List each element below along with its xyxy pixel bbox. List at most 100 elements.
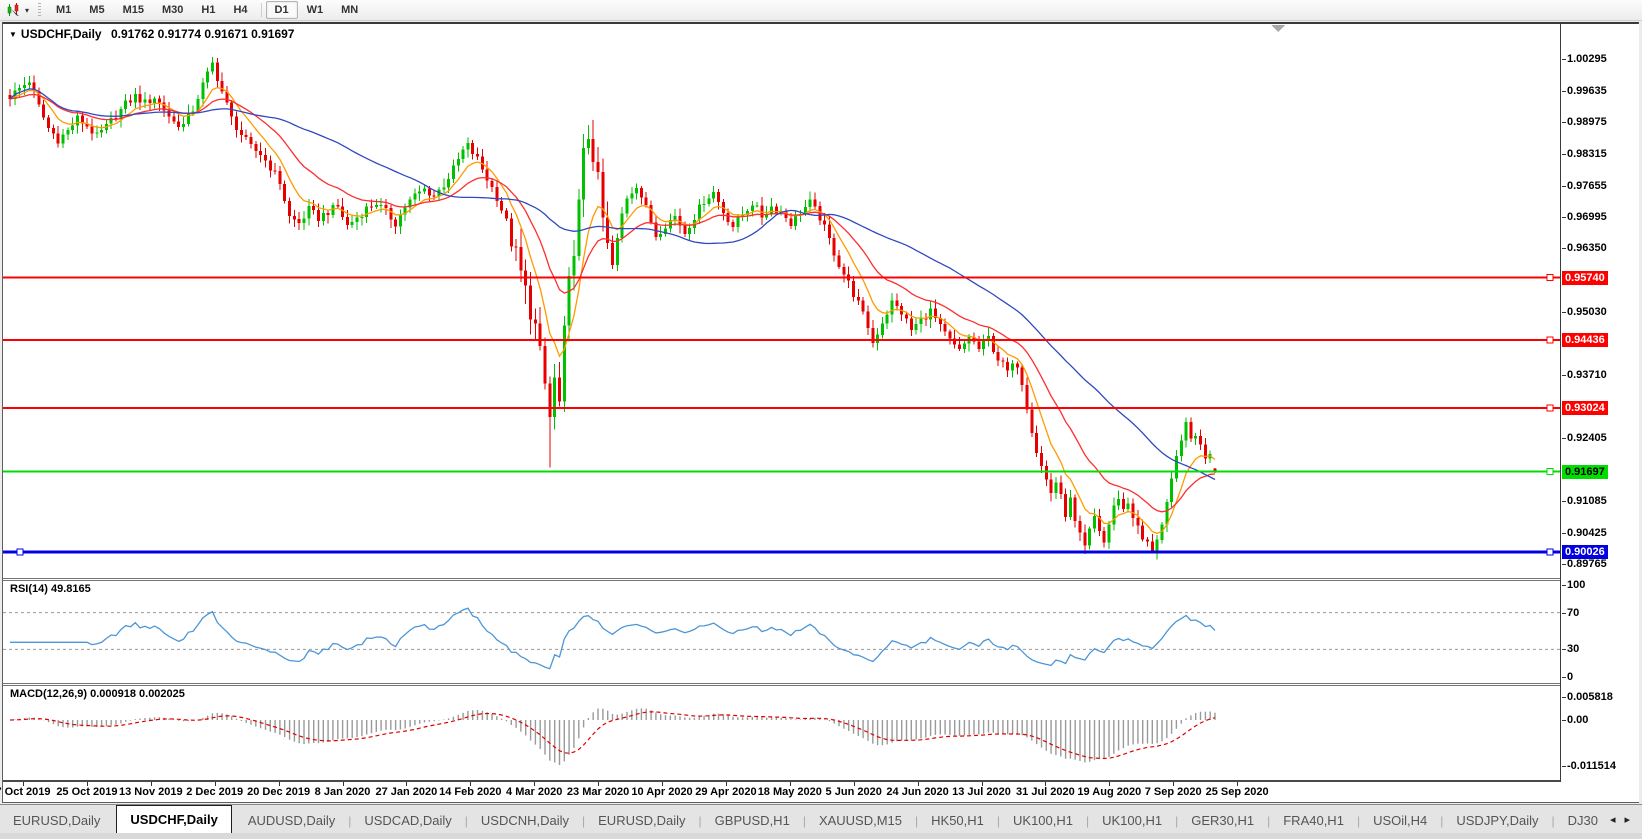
panel-separator[interactable] — [3, 578, 1560, 581]
rsi-line — [10, 607, 1216, 670]
chart-tab-usdcnh-daily[interactable]: USDCNH,Daily — [480, 813, 570, 828]
rsi-axis-tick-label: 70 — [1561, 606, 1580, 619]
price-level-line-0.90026[interactable] — [3, 548, 1560, 556]
tab-separator: | — [1356, 813, 1361, 828]
price-level-line-0.94436[interactable] — [3, 336, 1560, 344]
timeframe-button-h1[interactable]: H1 — [201, 4, 216, 16]
date-axis-label: 27 Jan 2020 — [375, 786, 438, 798]
date-axis-tick — [86, 782, 88, 786]
price-axis-tick-label: 0.91085 — [1562, 495, 1607, 508]
timeframe-button-m30[interactable]: M30 — [161, 4, 184, 16]
main-chart-canvas[interactable] — [3, 24, 1560, 578]
timeframe-button-w1[interactable]: W1 — [306, 4, 324, 16]
price-axis-tick-label: 1.00295 — [1562, 53, 1607, 65]
price-axis-tick-label: 0.95030 — [1562, 305, 1607, 318]
chart-tab-fra40-h1[interactable]: FRA40,H1 — [1283, 813, 1344, 828]
date-axis-tick — [406, 782, 408, 786]
chart-tab-ger30-h1[interactable]: GER30,H1 — [1191, 813, 1255, 828]
chart-tab-bar: EURUSD,Daily USDCHF,Daily AUDUSD,Daily | USD… — [0, 804, 1642, 833]
date-axis-tick — [278, 782, 280, 786]
price-level-line-0.95740[interactable] — [3, 274, 1560, 282]
tab-separator: | — [1175, 813, 1179, 828]
chart-ohlc-values: 0.91762 0.91774 0.91671 0.91697 — [110, 27, 295, 41]
macd-panel[interactable] — [3, 686, 1560, 780]
date-axis-tick — [853, 782, 855, 786]
timeframe-button-m1[interactable]: M1 — [56, 4, 72, 16]
date-axis-label: 8 Jan 2020 — [314, 786, 371, 798]
tab-separator: | — [1440, 813, 1444, 828]
chart-shift-marker-icon — [1271, 25, 1285, 32]
timeframe-button-m15[interactable]: M15 — [122, 4, 144, 16]
moving-average-fast — [9, 87, 1216, 535]
chart-tab-hk50-h1[interactable]: HK50,H1 — [931, 813, 984, 828]
date-axis-tick — [1109, 782, 1111, 786]
macd-axis-tick-label: 0.00 — [1561, 714, 1589, 726]
chart-window: ▼ USDCHF,Daily 0.91762 0.91774 0.91671 0.… — [0, 22, 1639, 803]
price-axis-tick-label: 0.99635 — [1562, 84, 1607, 97]
toolbar-grip-handle[interactable] — [38, 3, 42, 17]
price-axis-tick-label: 0.92405 — [1562, 431, 1607, 444]
date-axis-label: 5 Jun 2020 — [825, 786, 882, 798]
status-strip — [0, 833, 1642, 839]
price-level-label-0.90026: 0.90026 — [1562, 544, 1608, 559]
chart-cursor-icon[interactable] — [4, 2, 24, 18]
chart-tab-usdjpy-daily[interactable]: USDJPY,Daily — [1456, 813, 1539, 828]
tab-separator: | — [348, 813, 352, 828]
chart-tab-usdchf-daily[interactable]: USDCHF,Daily — [116, 805, 232, 833]
date-axis-label: 25 Oct 2019 — [56, 786, 118, 798]
timeframe-button-mn[interactable]: MN — [341, 4, 359, 16]
date-axis-label: 13 Nov 2019 — [118, 786, 183, 798]
date-axis[interactable]: 7 Oct 2019 25 Oct 2019 13 Nov 2019 2 Dec 20… — [0, 782, 1560, 802]
chart-tab-usoil-h4[interactable]: USOil,H4 — [1373, 813, 1428, 828]
chart-tab-eurusd-daily[interactable]: EURUSD,Daily — [598, 813, 686, 828]
price-axis-tick-label: 0.97655 — [1562, 179, 1607, 192]
chart-tool-dropdown-icon[interactable]: ▾ — [25, 5, 30, 15]
timeframe-button-d1[interactable]: D1 — [265, 1, 298, 19]
date-axis-tick — [342, 782, 344, 786]
chart-tab-xauusd-m15[interactable]: XAUUSD,M15 — [818, 813, 903, 828]
macd-axis-tick-label: -0.011514 — [1562, 760, 1616, 773]
tab-separator: | — [698, 813, 702, 828]
rsi-panel[interactable] — [3, 581, 1560, 683]
chart-tab-eurusd-daily[interactable]: EURUSD,Daily — [13, 813, 101, 828]
chart-tab-uk100-h1[interactable]: UK100,H1 — [1102, 813, 1163, 828]
date-axis-tick — [1173, 782, 1175, 786]
rsi-axis-tick-label: 100 — [1561, 579, 1586, 591]
date-axis-tick — [598, 782, 600, 786]
chart-title: ▼ USDCHF,Daily 0.91762 0.91774 0.91671 0.… — [9, 27, 294, 41]
date-axis-tick — [789, 782, 791, 786]
timeframe-button-h4[interactable]: H4 — [233, 4, 248, 16]
date-axis-tick — [23, 782, 24, 786]
date-axis-label: 10 Apr 2020 — [631, 786, 693, 798]
panel-separator[interactable] — [3, 683, 1560, 686]
macd-axis-tick-label: 0.005818 — [1562, 690, 1613, 703]
tab-separator: | — [802, 813, 806, 828]
tab-separator: | — [915, 813, 919, 828]
chart-title-dropdown-icon[interactable]: ▼ — [9, 30, 17, 39]
date-axis-label: 20 Dec 2019 — [247, 786, 311, 798]
rsi-indicator-label: RSI(14) 49.8165 — [10, 583, 91, 595]
price-level-line-0.91697[interactable] — [3, 468, 1560, 476]
tab-scroll-right-button[interactable]: ▸ — [1624, 813, 1631, 826]
tab-separator: | — [996, 813, 1001, 828]
price-axis-tick-label: 0.93710 — [1562, 369, 1607, 382]
price-axis[interactable]: 1.00295 0.99635 0.98975 0.98315 0.97655 0.969… — [1561, 24, 1639, 802]
chart-tab-usdcad-daily[interactable]: USDCAD,Daily — [364, 813, 452, 828]
price-level-label-0.94436: 0.94436 — [1562, 333, 1608, 348]
price-level-line-0.93024[interactable] — [3, 404, 1560, 412]
timeframe-toolbar: ▾ M1 M5 M15 M30 H1 H4 D1 W1 MN — [0, 0, 1642, 21]
macd-indicator-label: MACD(12,26,9) 0.000918 0.002025 — [10, 688, 185, 700]
date-axis-label: 4 Mar 2020 — [506, 786, 563, 798]
date-axis-tick — [470, 782, 472, 786]
chart-tab-audusd-daily[interactable]: AUDUSD,Daily — [247, 813, 336, 828]
price-axis-tick-label: 0.96350 — [1562, 242, 1607, 255]
price-axis-tick-label: 0.98975 — [1562, 116, 1607, 129]
chart-tab-uk100-h1[interactable]: UK100,H1 — [1013, 813, 1073, 828]
tab-scroll-left-button[interactable]: ◂ — [1609, 813, 1616, 826]
timeframe-button-m5[interactable]: M5 — [89, 4, 105, 16]
chart-tab-gbpusd-h1[interactable]: GBPUSD,H1 — [714, 813, 790, 828]
date-axis-tick — [662, 782, 663, 786]
date-axis-tick — [534, 782, 536, 786]
date-axis-separator — [3, 780, 1560, 782]
date-axis-label: 7 Oct 2019 — [0, 786, 51, 798]
